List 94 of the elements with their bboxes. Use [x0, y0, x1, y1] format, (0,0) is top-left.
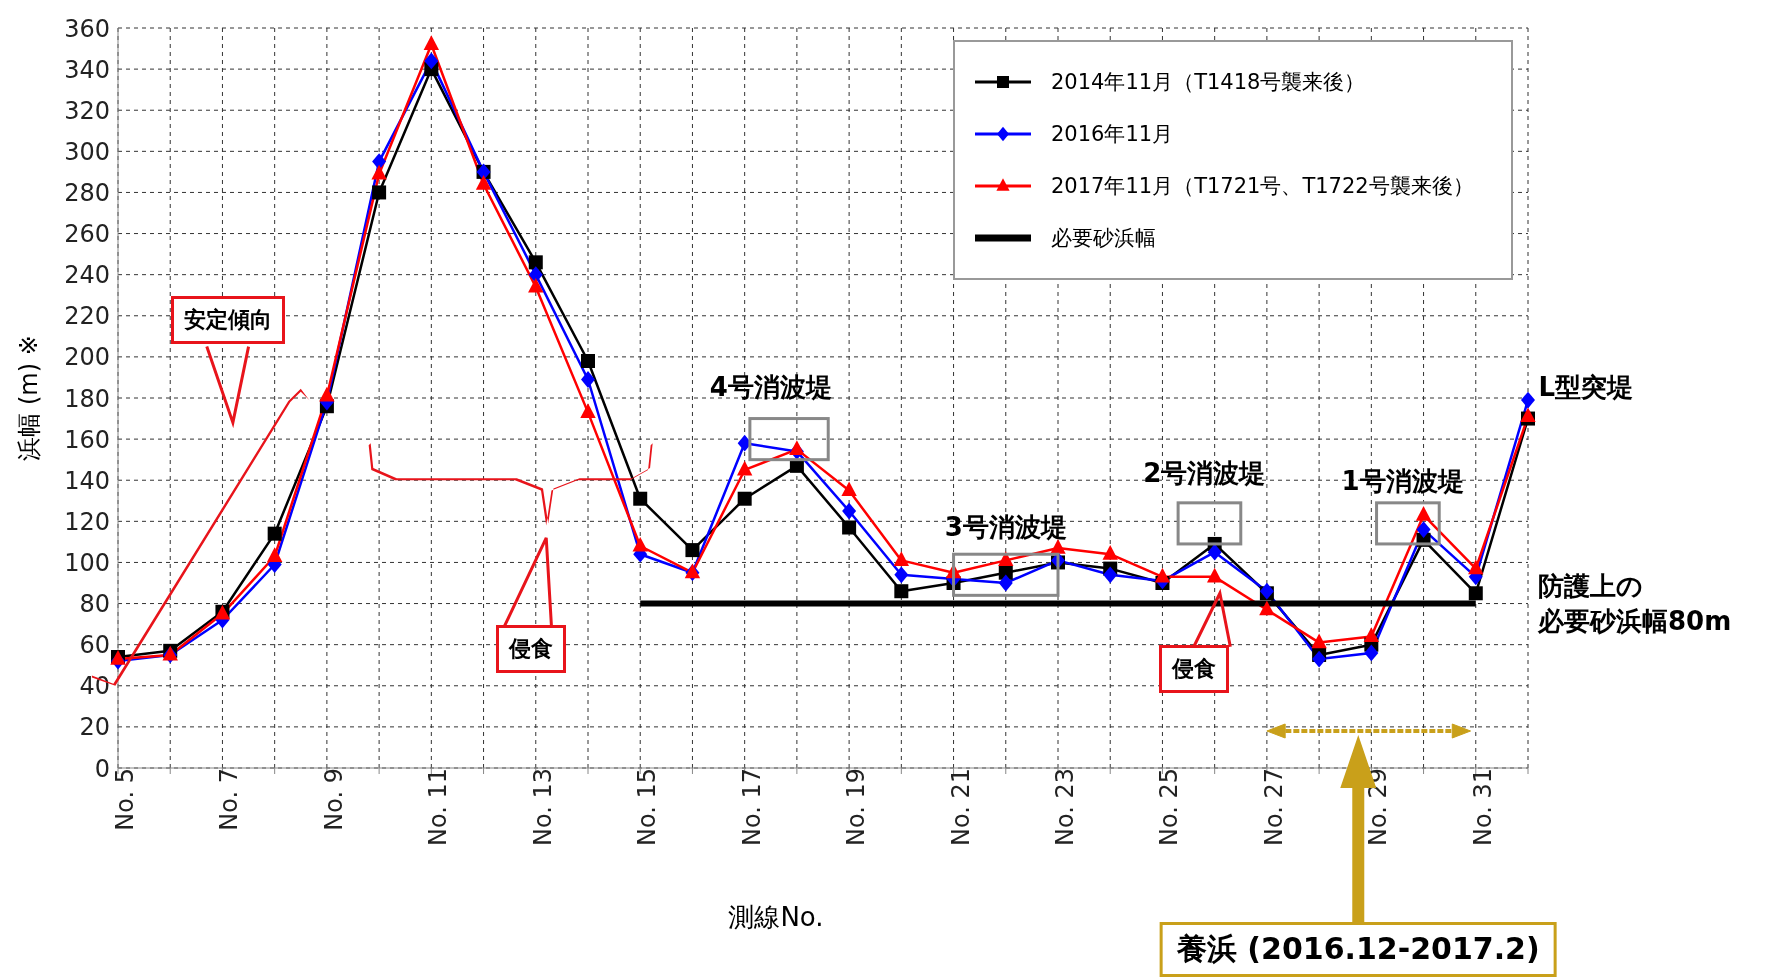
- point: [893, 551, 910, 566]
- x-tick-label: No. 7: [215, 768, 244, 831]
- x-tick-label: No. 5: [111, 768, 140, 831]
- y-tick-label: 140: [64, 466, 110, 495]
- point: [1521, 391, 1535, 409]
- point: [894, 584, 909, 599]
- text: 必要砂浜幅80m: [1538, 604, 1732, 638]
- annotation: 安定傾向: [170, 295, 285, 344]
- point: [1259, 600, 1275, 616]
- legend-label: 2014年11月（T1418号襲来後）: [1051, 69, 1366, 96]
- annotation: 4号消波堤: [709, 371, 832, 405]
- y-tick-label: 40: [79, 672, 110, 701]
- point: [1259, 582, 1274, 600]
- annotation: 3号消波堤: [944, 510, 1067, 544]
- point: [267, 526, 282, 541]
- x-tick-label: No. 21: [946, 768, 975, 847]
- annotation: 侵食: [1158, 645, 1229, 694]
- point: [633, 491, 648, 506]
- y-tick-label: 20: [79, 713, 110, 742]
- point: [266, 547, 283, 562]
- point: [842, 502, 857, 520]
- y-tick-label: 100: [64, 548, 110, 577]
- y-tick-label: 320: [64, 96, 110, 125]
- point: [736, 460, 753, 476]
- y-tick-label: 240: [64, 261, 110, 290]
- x-tick-label: No. 27: [1259, 768, 1288, 847]
- annotation: 1号消波堤: [1341, 465, 1464, 499]
- text: 養浜 (2016.12-2017.2): [1159, 922, 1557, 977]
- point: [581, 354, 595, 368]
- x-tick-label: No. 17: [737, 768, 766, 847]
- y-tick-label: 340: [64, 55, 110, 84]
- y-tick-label: 120: [64, 507, 110, 536]
- point: [423, 35, 440, 51]
- point: [581, 371, 595, 388]
- point: [841, 481, 857, 497]
- point: [424, 52, 439, 70]
- point: [1363, 627, 1380, 643]
- legend-label: 2017年11月（T1721号、T1722号襲来後）: [1051, 173, 1474, 200]
- point: [1103, 566, 1118, 584]
- point: [1364, 644, 1379, 662]
- x-tick-label: No. 19: [842, 768, 871, 847]
- point: [842, 520, 857, 535]
- point: [528, 255, 543, 270]
- point: [528, 266, 543, 284]
- annotation: 2号消波堤: [1143, 457, 1266, 491]
- point: [1416, 521, 1431, 538]
- y-tick-label: 300: [64, 137, 110, 166]
- point: [580, 403, 596, 418]
- point: [1520, 407, 1536, 423]
- y-tick-label: 280: [64, 178, 110, 207]
- point: [1311, 633, 1327, 649]
- y-tick-label: 220: [64, 302, 110, 331]
- x-axis-title: 測線No.: [728, 901, 824, 934]
- y-tick-label: 180: [64, 384, 110, 413]
- point: [372, 185, 387, 200]
- legend-label: 2016年11月: [1051, 121, 1174, 148]
- point: [1102, 545, 1118, 560]
- point: [998, 551, 1014, 566]
- y-tick-label: 80: [79, 590, 110, 619]
- y-tick-label: 0: [94, 754, 110, 783]
- point: [632, 536, 648, 552]
- x-tick-label: No. 31: [1468, 768, 1497, 847]
- point: [1207, 543, 1222, 561]
- x-tick-label: No. 9: [319, 768, 348, 831]
- point: [789, 440, 805, 455]
- legend-label: 必要砂浜幅: [1051, 225, 1156, 252]
- x-tick-label: No. 13: [528, 768, 557, 847]
- point: [475, 175, 492, 190]
- point: [371, 164, 387, 180]
- point: [998, 574, 1013, 592]
- y-tick-label: 160: [64, 425, 110, 454]
- y-tick-label: 60: [79, 631, 110, 660]
- point: [685, 543, 700, 558]
- text: 防護上の: [1538, 569, 1643, 603]
- point: [894, 566, 909, 584]
- x-tick-label: No. 11: [424, 768, 453, 847]
- point: [737, 491, 752, 506]
- x-tick-label: No. 15: [633, 768, 662, 847]
- x-tick-label: No. 23: [1051, 768, 1080, 847]
- annotation: 侵食: [495, 624, 566, 673]
- point: [1468, 586, 1483, 601]
- point: [528, 277, 544, 293]
- point: [1312, 650, 1327, 668]
- point: [1415, 506, 1432, 521]
- point: [1154, 567, 1171, 583]
- y-axis-title: 浜幅 (m) ※: [14, 335, 44, 461]
- point: [319, 386, 335, 402]
- text: L型突堤: [1538, 371, 1634, 405]
- point: [1468, 559, 1484, 575]
- y-tick-label: 200: [64, 343, 110, 372]
- x-tick-label: No. 25: [1155, 768, 1184, 847]
- y-tick-label: 360: [64, 14, 110, 43]
- y-tick-label: 260: [64, 220, 110, 249]
- point: [1206, 567, 1223, 583]
